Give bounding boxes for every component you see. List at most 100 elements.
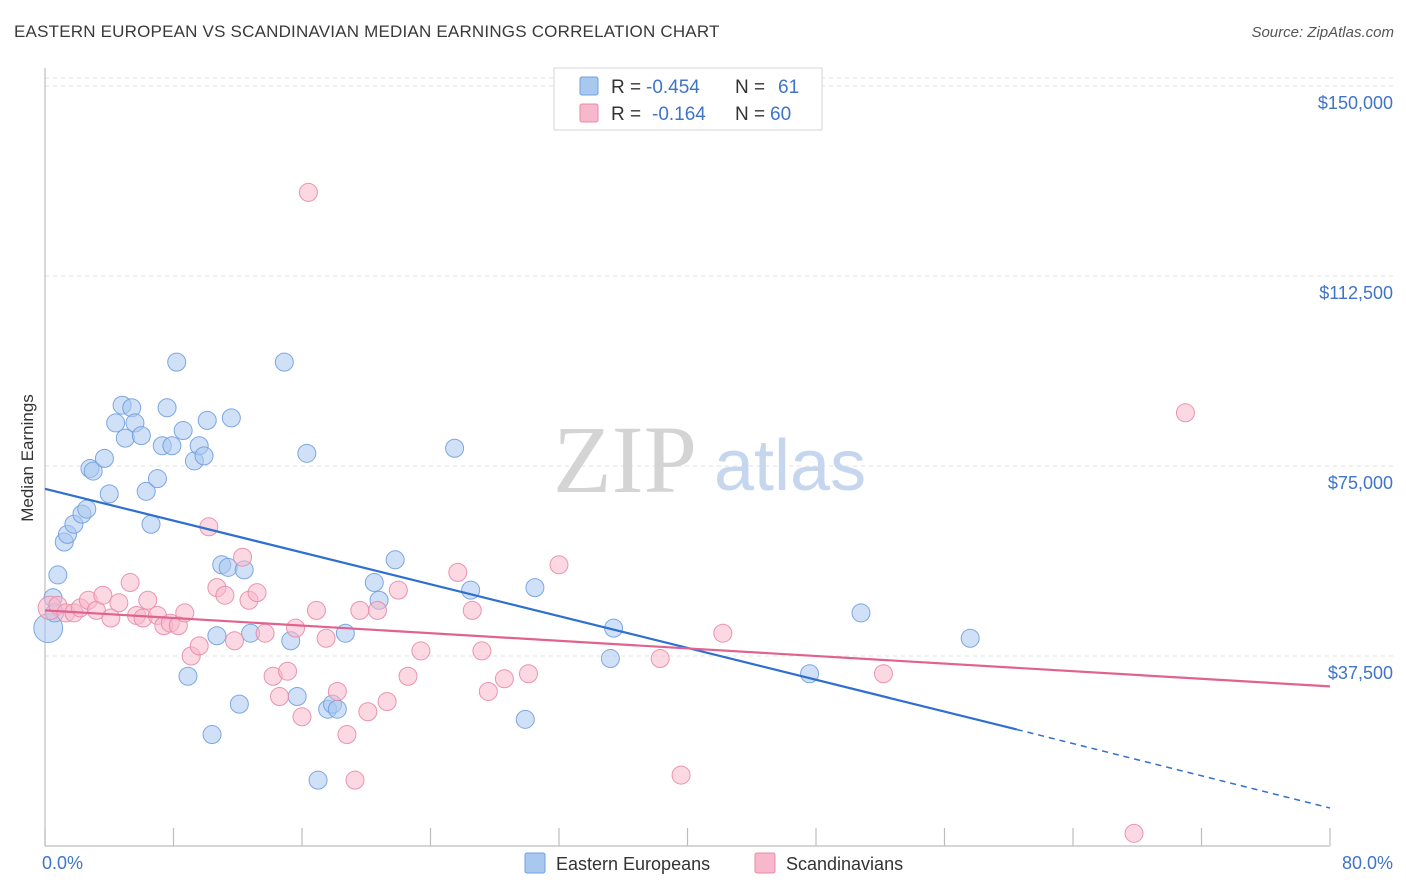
point-scandinavian-30 [270,687,290,707]
point-eastern-17 [131,426,151,446]
y-tick-label-3: $150,000 [1318,93,1393,113]
legend-n-value-1: 60 [770,104,791,125]
point-scandinavian-53 [549,555,569,575]
point-scandinavian-37 [327,681,347,701]
legend-swatch-scandinavian [579,103,599,123]
point-scandinavian-32 [286,618,306,638]
legend-r-label-1: R = [611,104,641,125]
source-credit: Source: ZipAtlas.com [1251,24,1394,41]
point-scandinavian-54 [650,649,670,669]
point-scandinavian-35 [306,600,326,620]
chart-title: EASTERN EUROPEAN VS SCANDINAVIAN MEDIAN … [14,22,720,41]
point-scandinavian-56 [713,623,733,643]
point-eastern-14 [115,428,135,448]
x-tick-label-max: 80.0% [1342,853,1393,873]
legend-n-value-0: 61 [778,77,799,98]
point-eastern-10 [94,448,114,468]
point-scandinavian-49 [472,641,492,661]
point-eastern-42 [297,443,317,463]
y-tick-label-2: $112,500 [1319,283,1393,303]
point-scandinavian-45 [398,666,418,686]
watermark: ZIP atlas [553,406,866,513]
point-scandinavian-59 [1124,823,1144,843]
legend-swatch-eastern [579,76,599,96]
y-tick-label-0: $37,500 [1328,663,1393,683]
point-scandinavian-57 [873,664,893,684]
point-eastern-29 [194,446,214,466]
x-tick-label-min: 0.0% [42,853,83,873]
point-eastern-36 [229,694,249,714]
point-eastern-41 [287,687,307,707]
point-eastern-19 [141,514,161,534]
legend-r-label-0: R = [611,77,641,98]
point-eastern-35 [221,408,241,428]
point-scandinavian-20 [189,636,209,656]
legend-r-value-0: -0.454 [646,77,700,98]
bottom-legend-label-scandinavian: Scandinavians [786,854,903,874]
point-scandinavian-47 [448,562,468,582]
point-eastern-25 [173,421,193,441]
point-scandinavian-52 [518,664,538,684]
point-eastern-43 [308,770,328,790]
trend-line-0 [44,487,1018,731]
y-tick-label-1: $75,000 [1328,473,1393,493]
point-scandinavian-39 [345,770,365,790]
point-scandinavian-48 [462,600,482,620]
trend-lines [44,487,1331,809]
point-scandinavian-27 [247,583,267,603]
point-eastern-46 [327,699,347,719]
point-eastern-11 [99,484,119,504]
point-scandinavian-13 [138,590,158,610]
point-scandinavian-10 [120,573,140,593]
point-scandinavian-58 [1175,403,1195,423]
point-eastern-18 [136,481,156,501]
point-scandinavian-33 [292,707,312,727]
y-tick-labels: $37,500 $75,000 $112,500 $150,000 [1318,93,1393,683]
point-scandinavian-25 [233,547,253,567]
point-scandinavian-40 [350,600,370,620]
point-scandinavian-42 [367,600,387,620]
point-eastern-50 [385,550,405,570]
point-scandinavian-34 [298,182,318,202]
y-axis-title: Median Earnings [18,394,37,522]
point-eastern-48 [364,573,384,593]
point-eastern-54 [525,578,545,598]
point-eastern-31 [202,725,222,745]
point-eastern-9 [83,461,103,481]
point-scandinavian-43 [377,692,397,712]
series-scandinavians [37,182,1195,843]
point-eastern-7 [77,499,97,519]
point-eastern-59 [960,628,980,648]
point-eastern-53 [515,709,535,729]
point-eastern-58 [851,603,871,623]
point-scandinavian-24 [225,631,245,651]
watermark-atlas: atlas [714,426,866,506]
point-scandinavian-23 [215,585,235,605]
point-eastern-20 [147,469,167,489]
point-scandinavian-55 [671,765,691,785]
legend-frame [553,67,823,131]
point-eastern-51 [445,438,465,458]
legend-r-value-1: -0.164 [652,104,706,125]
point-eastern-2 [48,565,68,585]
point-scandinavian-7 [93,585,113,605]
watermark-zip: ZIP [553,406,697,513]
point-scandinavian-50 [478,681,498,701]
point-eastern-30 [197,410,217,430]
point-scandinavian-38 [337,725,357,745]
point-eastern-24 [167,352,187,372]
point-eastern-23 [162,436,182,456]
series-eastern-europeans [33,352,980,790]
bottom-legend: Eastern Europeans Scandinavians [524,852,903,874]
legend-box: R = -0.454 N = 61 R = -0.164 N = 60 [553,67,823,131]
point-eastern-39 [274,352,294,372]
legend-n-label-0: N = [735,77,765,98]
trend-line-1 [44,609,1331,688]
point-scandinavian-46 [411,641,431,661]
trend-line-dashed-0 [1016,728,1331,809]
point-eastern-32 [207,626,227,646]
point-scandinavian-31 [278,661,298,681]
point-scandinavian-44 [388,580,408,600]
bottom-legend-label-eastern: Eastern Europeans [556,854,710,874]
